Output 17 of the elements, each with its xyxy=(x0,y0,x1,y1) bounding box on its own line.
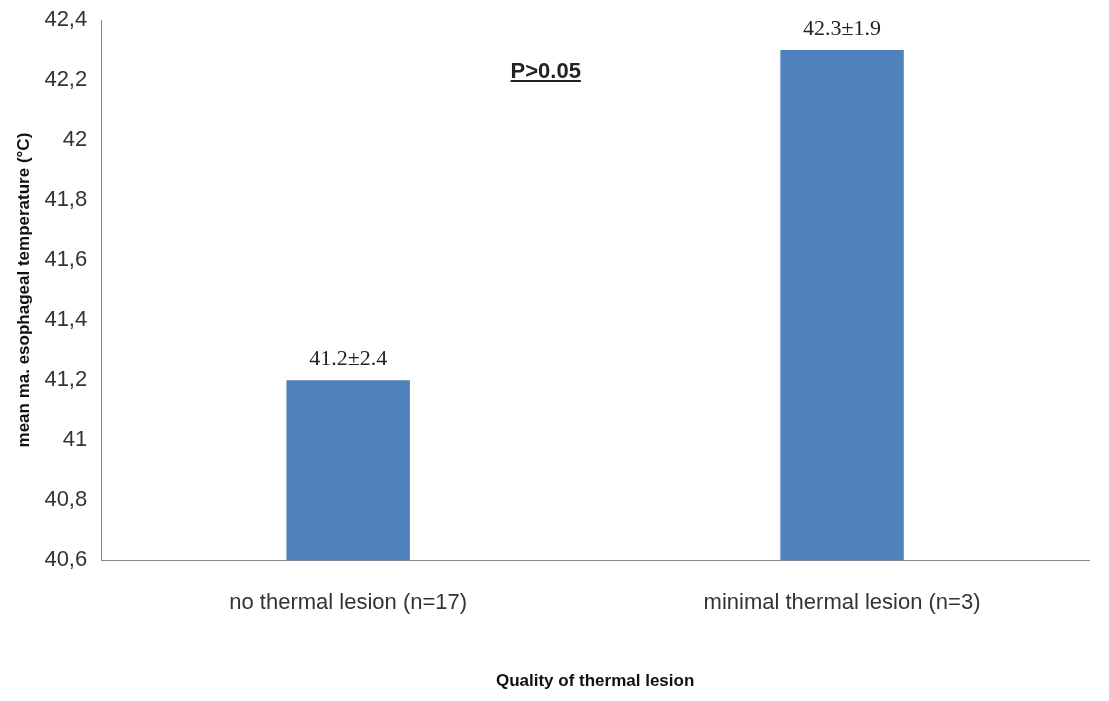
y-tick-label: 42,4 xyxy=(44,6,88,32)
x-tick-label: minimal thermal lesion (n=3) xyxy=(703,589,981,615)
data-label: 42.3±1.9 xyxy=(803,14,882,40)
y-tick-label: 41,8 xyxy=(44,186,88,212)
y-tick-label: 41 xyxy=(62,426,88,452)
y-tick-label: 41,6 xyxy=(44,246,88,272)
y-axis-title: mean ma. esophageal temperature (°C) xyxy=(13,132,33,448)
x-axis-title: Quality of thermal lesion xyxy=(495,671,695,691)
data-label: 41.2±2.4 xyxy=(309,344,388,370)
y-tick-label: 41,4 xyxy=(44,306,88,332)
y-tick-label: 40,8 xyxy=(44,486,88,512)
annotation: P>0.05 xyxy=(510,58,581,84)
y-tick-label: 42 xyxy=(62,126,88,152)
y-tick-label: 42,2 xyxy=(44,66,88,92)
y-tick-label: 41,2 xyxy=(44,366,88,392)
x-tick-label: no thermal lesion (n=17) xyxy=(229,589,468,615)
y-tick-label: 40,6 xyxy=(44,546,88,572)
